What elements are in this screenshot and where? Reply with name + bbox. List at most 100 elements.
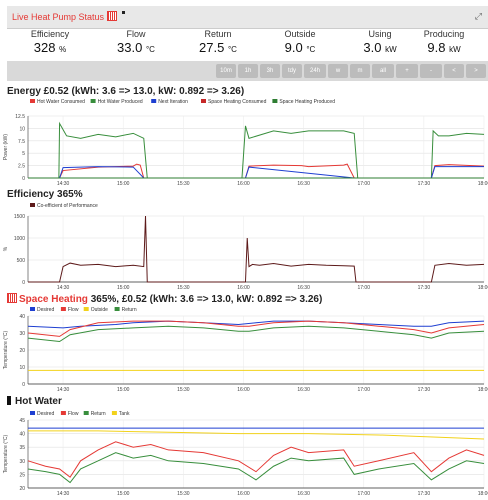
x-tick-label: 15:30 <box>177 181 190 187</box>
legend-swatch <box>201 99 206 103</box>
y-tick-label: 1000 <box>14 236 25 242</box>
y-tick-label: 7.5 <box>18 139 25 145</box>
pan-left-button[interactable]: < <box>444 64 464 78</box>
zoom-in-button[interactable]: + <box>396 64 418 78</box>
y-axis-label: % <box>3 246 9 251</box>
legend-item[interactable]: Co-efficient of Performance <box>30 203 98 209</box>
legend-label: Return <box>91 411 106 417</box>
legend-item[interactable]: Next Iteration <box>151 99 188 105</box>
range-all-button[interactable]: all <box>372 64 394 78</box>
legend-item[interactable]: Tank <box>111 411 130 417</box>
range-1h-button[interactable]: 1h <box>238 64 258 78</box>
range-week-button[interactable]: w <box>328 64 348 78</box>
energy-chart[interactable]: Hot Water Consumed Hot Water Produced Next… <box>0 96 488 191</box>
legend-label: Desired <box>37 411 54 417</box>
legend-swatch <box>90 99 96 103</box>
x-tick-label: 16:00 <box>237 387 250 393</box>
legend-item[interactable]: Space Heating Produced <box>272 99 335 105</box>
legend-item[interactable]: Desired <box>30 411 54 417</box>
legend-item[interactable]: Flow <box>60 411 79 417</box>
y-tick-label: 0 <box>22 280 25 286</box>
y-tick-label: 0 <box>22 382 25 388</box>
space-heating-chart[interactable]: Desired Flow Outside Return 0 10 20 30 40 14:30 15… <box>0 304 488 399</box>
x-tick-label: 15:30 <box>177 285 190 291</box>
legend-swatch <box>30 203 35 207</box>
legend-item[interactable]: Flow <box>60 307 79 313</box>
x-tick-label: 15:00 <box>117 491 130 497</box>
y-tick-label: 2.5 <box>18 164 25 170</box>
heat-icon <box>7 293 17 303</box>
y-tick-label: 10 <box>19 365 25 371</box>
x-tick-label: 18:00 <box>478 181 488 187</box>
x-tick-label: 17:00 <box>357 491 370 497</box>
y-tick-label: 10 <box>19 126 25 132</box>
legend-label: Hot Water Produced <box>98 99 143 105</box>
pan-right-button[interactable]: > <box>466 64 486 78</box>
stat-efficiency: Efficiency 328 % <box>30 29 70 55</box>
series-line <box>28 166 484 179</box>
hot-water-chart[interactable]: Desired Flow Return Tank 20 25 30 35 40 45 14:30 15… <box>0 408 488 500</box>
expand-icon[interactable]: ⤢ <box>474 11 482 21</box>
legend-label: Desired <box>37 307 54 313</box>
stat-using: Using 3.0 kW <box>363 29 397 55</box>
legend-swatch <box>151 99 157 103</box>
x-tick-label: 18:00 <box>478 387 488 393</box>
x-tick-label: 16:00 <box>237 181 250 187</box>
series-line <box>27 320 485 337</box>
series-line <box>28 121 485 179</box>
zoom-out-button[interactable]: - <box>420 64 442 78</box>
series-line <box>27 452 485 484</box>
x-tick-label: 17:00 <box>357 285 370 291</box>
legend-item[interactable]: Desired <box>30 307 54 313</box>
x-tick-label: 17:00 <box>357 387 370 393</box>
legend-label: Outside <box>91 307 108 313</box>
hot-water-title: Hot Water <box>7 396 62 407</box>
stat-return: Return 27.5 °C <box>199 29 237 55</box>
x-tick-label: 16:30 <box>297 285 310 291</box>
y-tick-label: 40 <box>19 314 25 320</box>
y-tick-label: 500 <box>17 258 26 264</box>
legend-label: Flow <box>68 307 79 313</box>
x-tick-label: 17:30 <box>418 181 431 187</box>
legend-swatch <box>60 411 66 415</box>
range-24h-button[interactable]: 24h <box>304 64 326 78</box>
x-tick-label: 14:30 <box>57 181 70 187</box>
efficiency-chart[interactable]: Co-efficient of Performance 0 500 1000 1500 1… <box>0 200 488 295</box>
x-tick-label: 18:00 <box>478 285 488 291</box>
range-month-button[interactable]: m <box>350 64 370 78</box>
legend-item[interactable]: Hot Water Produced <box>90 99 143 105</box>
y-tick-label: 20 <box>19 486 25 492</box>
x-tick-label: 18:00 <box>478 491 488 497</box>
range-10m-button[interactable]: 10m <box>216 64 236 78</box>
legend-swatch <box>30 307 35 311</box>
legend-item[interactable]: Outside <box>83 307 108 313</box>
legend-item[interactable]: Hot Water Consumed <box>30 99 85 105</box>
page-title: Live Heat Pump Status <box>12 11 125 22</box>
legend-item[interactable]: Space Heating Consumed <box>201 99 267 105</box>
range-toolbar: 10m 1h 3h tdy 24h w m all + - < > <box>7 61 488 81</box>
series-line <box>27 325 485 343</box>
y-axis-label: Temperature (°C) <box>3 330 9 369</box>
x-tick-label: 17:00 <box>357 181 370 187</box>
legend-item[interactable]: Return <box>83 411 106 417</box>
legend-label: Hot Water Consumed <box>37 99 85 105</box>
x-tick-label: 15:30 <box>177 387 190 393</box>
legend-swatch <box>83 307 89 311</box>
legend-label: Return <box>122 307 137 313</box>
x-tick-label: 16:30 <box>297 491 310 497</box>
range-3h-button[interactable]: 3h <box>260 64 280 78</box>
title-bar: Live Heat Pump Status ⤢ <box>7 6 488 29</box>
live-stats: Efficiency 328 % Flow 33.0 °C Return 27.… <box>7 29 488 55</box>
y-tick-label: 35 <box>19 445 25 451</box>
x-tick-label: 16:00 <box>237 285 250 291</box>
legend-swatch <box>60 307 66 311</box>
range-tdy-button[interactable]: tdy <box>282 64 302 78</box>
series-line <box>27 320 485 329</box>
legend-item[interactable]: Return <box>114 307 137 313</box>
series-line <box>27 441 485 478</box>
tap-icon <box>7 396 11 405</box>
space-heating-title: Space Heating 365%, £0.52 (kWh: 3.6 => 1… <box>7 293 322 305</box>
x-tick-label: 14:30 <box>57 387 70 393</box>
y-tick-label: 40 <box>19 432 25 438</box>
heat-icon <box>106 11 117 21</box>
